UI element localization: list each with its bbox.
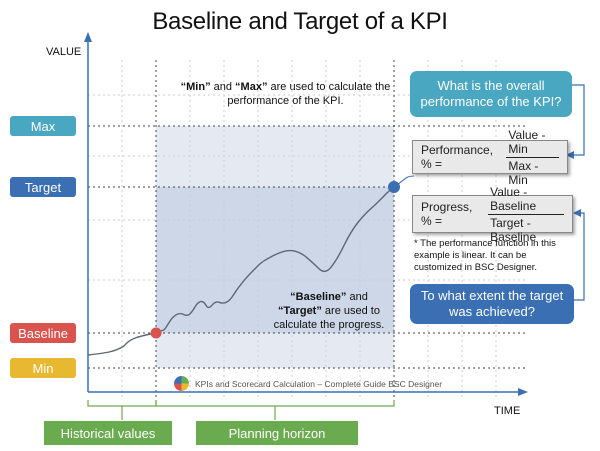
- target-question-callout: To what extent the target was achieved?: [410, 284, 574, 324]
- y-axis-arrow: [84, 32, 92, 42]
- connector-progress: [574, 212, 585, 301]
- level-lines: [88, 125, 525, 369]
- page-title: Baseline and Target of a KPI: [152, 8, 448, 35]
- bsc-designer-logo-icon: [174, 376, 189, 391]
- connector-performance: [568, 84, 585, 156]
- min-badge: Min: [10, 358, 76, 378]
- baseline-marker: [150, 327, 162, 339]
- footnote: * The performance function in this examp…: [414, 238, 556, 273]
- progress-formula: Progress, % = Value - Baseline Target - B…: [412, 185, 573, 244]
- performance-formula: Performance, % = Value - Min Max - Min: [412, 128, 568, 187]
- connector-progress-arrow: [573, 209, 581, 217]
- connector-performance-arrow: [566, 151, 574, 159]
- period-brackets: [87, 400, 395, 420]
- minmax-note: “Min” and “Max” are used to calculate th…: [180, 81, 391, 107]
- baseline-target-note: “Baseline” and “Target” are used to calc…: [273, 291, 385, 331]
- target-baseline-band: [156, 187, 394, 333]
- planning-horizon-label: Planning horizon: [196, 421, 358, 445]
- y-axis-label: VALUE: [46, 46, 82, 58]
- baseline-badge: Baseline: [10, 323, 76, 343]
- kpi-value-curve: [87, 186, 395, 356]
- historical-values-label: Historical values: [44, 421, 172, 445]
- performance-question-callout: What is the overall performance of the K…: [410, 71, 572, 117]
- x-axis-label: TIME: [494, 405, 521, 417]
- target-marker: [388, 181, 400, 193]
- max-badge: Max: [10, 116, 76, 136]
- target-badge: Target: [10, 177, 76, 197]
- x-axis-arrow: [518, 388, 528, 396]
- credit: KPIs and Scorecard Calculation – Complet…: [174, 376, 442, 391]
